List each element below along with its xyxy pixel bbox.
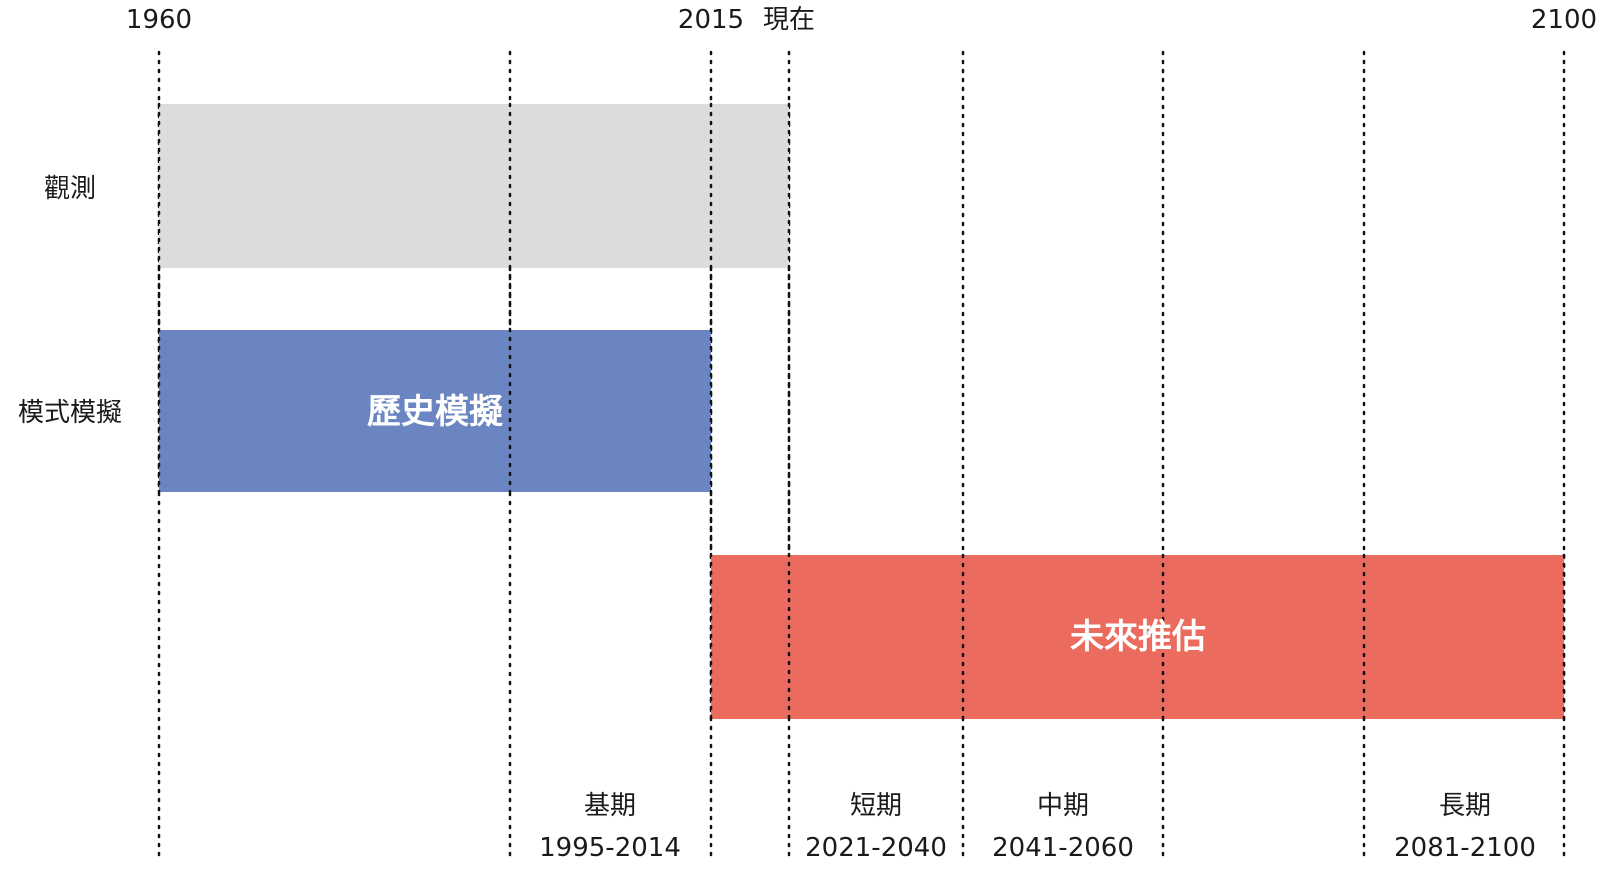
period-name-mid: 中期 [1037, 791, 1089, 821]
period-name-short: 短期 [850, 791, 902, 821]
axis-end-label: 2100 [1531, 5, 1597, 35]
period-name-long: 長期 [1439, 791, 1491, 821]
vertical-guides-overlay [157, 102, 1566, 721]
period-name-baseline: 基期 [584, 791, 636, 821]
future-bar-label: 未來推估 [1070, 617, 1206, 657]
historical-bar-label: 歷史模擬 [367, 392, 503, 432]
period-range-long: 2081-2100 [1394, 833, 1536, 863]
row-label-observation: 觀測 [44, 174, 96, 204]
row-label-model: 模式模擬 [18, 398, 122, 428]
axis-2015-label: 2015 [678, 5, 744, 35]
historical-bar [159, 330, 711, 492]
axis-present-label: 現在 [763, 5, 815, 35]
future-bar [711, 555, 1564, 719]
observation-bar [159, 104, 789, 268]
period-range-mid: 2041-2060 [992, 833, 1134, 863]
period-range-baseline: 1995-2014 [539, 833, 681, 863]
axis-start-label: 1960 [126, 5, 192, 35]
period-range-short: 2021-2040 [805, 833, 947, 863]
